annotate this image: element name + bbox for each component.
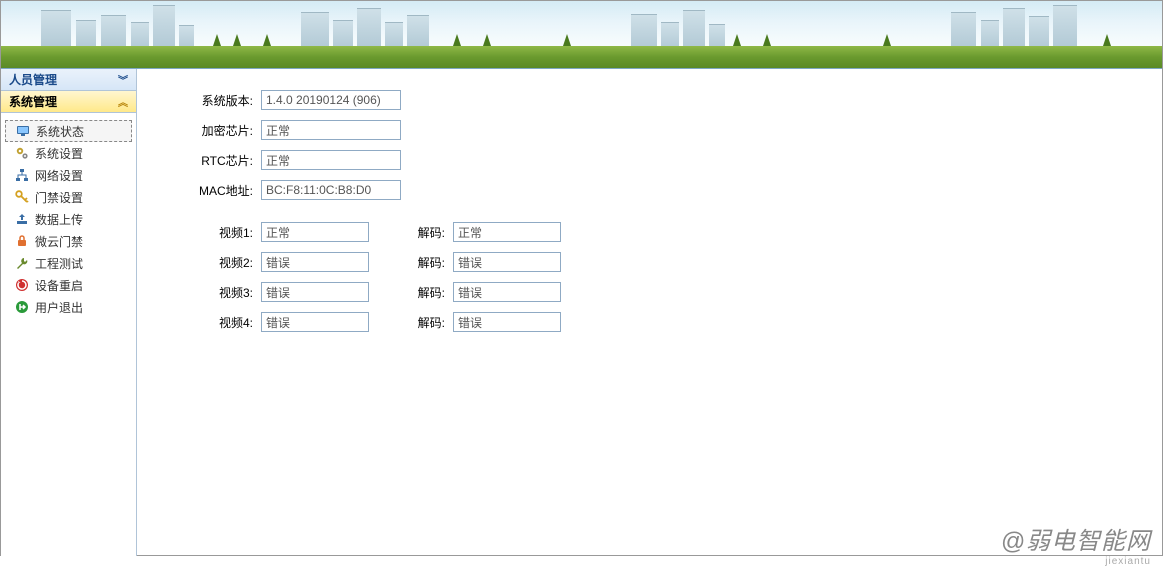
mac-address-label: MAC地址: <box>181 182 261 199</box>
sidebar-item-engineering-test[interactable]: 工程测试 <box>5 252 132 274</box>
sidebar-item-label: 系统设置 <box>35 145 83 162</box>
sidebar-item-data-upload[interactable]: 数据上传 <box>5 208 132 230</box>
video-label: 视频1: <box>195 224 261 241</box>
chevron-down-icon: ︾ <box>118 72 128 87</box>
sidebar-item-label: 门禁设置 <box>35 189 83 206</box>
sidebar-item-network-settings[interactable]: 网络设置 <box>5 164 132 186</box>
sidebar-item-label: 工程测试 <box>35 255 83 272</box>
decode-label: 解码: <box>409 254 453 271</box>
video-status-field <box>261 252 369 272</box>
decode-label: 解码: <box>409 224 453 241</box>
sidebar-item-label: 微云门禁 <box>35 233 83 250</box>
sidebar-item-user-logout[interactable]: 用户退出 <box>5 296 132 318</box>
decode-label: 解码: <box>409 314 453 331</box>
video-row: 视频2: 解码: <box>195 251 1162 273</box>
key-icon <box>15 190 29 204</box>
network-icon <box>15 168 29 182</box>
decode-status-field <box>453 222 561 242</box>
exit-icon <box>15 300 29 314</box>
sidebar-item-access-settings[interactable]: 门禁设置 <box>5 186 132 208</box>
video-row: 视频3: 解码: <box>195 281 1162 303</box>
sidebar-section-label: 系统管理 <box>9 93 57 110</box>
sidebar-item-system-settings[interactable]: 系统设置 <box>5 142 132 164</box>
sidebar-item-label: 设备重启 <box>35 277 83 294</box>
wrench-icon <box>15 256 29 270</box>
upload-icon <box>15 212 29 226</box>
watermark-sub: jiexiantu <box>1001 556 1151 567</box>
crypto-chip-field <box>261 120 401 140</box>
app-frame: 人员管理 ︾ 系统管理 ︽ 系统状态 系统设置 网络设置 <box>0 0 1163 556</box>
video-status-field <box>261 282 369 302</box>
rtc-chip-field <box>261 150 401 170</box>
sidebar-item-device-restart[interactable]: 设备重启 <box>5 274 132 296</box>
sidebar: 人员管理 ︾ 系统管理 ︽ 系统状态 系统设置 网络设置 <box>1 69 137 556</box>
restart-icon <box>15 278 29 292</box>
sidebar-section-system[interactable]: 系统管理 ︽ <box>1 91 136 113</box>
sidebar-section-personnel[interactable]: 人员管理 ︾ <box>1 69 136 91</box>
mac-address-field <box>261 180 401 200</box>
sidebar-item-label: 系统状态 <box>36 123 84 140</box>
rtc-chip-label: RTC芯片: <box>181 152 261 169</box>
sidebar-item-label: 网络设置 <box>35 167 83 184</box>
sidebar-item-cloud-access[interactable]: 微云门禁 <box>5 230 132 252</box>
sidebar-item-label: 数据上传 <box>35 211 83 228</box>
crypto-chip-label: 加密芯片: <box>181 122 261 139</box>
sidebar-section-label: 人员管理 <box>9 71 57 88</box>
decode-status-field <box>453 252 561 272</box>
sidebar-item-system-status[interactable]: 系统状态 <box>5 120 132 142</box>
version-field <box>261 90 401 110</box>
chevron-up-icon: ︽ <box>118 94 128 109</box>
video-label: 视频4: <box>195 314 261 331</box>
lock-icon <box>15 234 29 248</box>
monitor-icon <box>16 124 30 138</box>
video-status-field <box>261 222 369 242</box>
video-label: 视频3: <box>195 284 261 301</box>
video-label: 视频2: <box>195 254 261 271</box>
video-row: 视频1: 解码: <box>195 221 1162 243</box>
decode-status-field <box>453 282 561 302</box>
version-label: 系统版本: <box>181 92 261 109</box>
video-status-block: 视频1: 解码: 视频2: 解码: 视频3: 解码: <box>181 221 1162 333</box>
video-status-field <box>261 312 369 332</box>
sidebar-item-label: 用户退出 <box>35 299 83 316</box>
decode-label: 解码: <box>409 284 453 301</box>
gears-icon <box>15 146 29 160</box>
main-content: 系统版本: 加密芯片: RTC芯片: MAC地址: 视频1: 解码: <box>137 69 1162 556</box>
video-row: 视频4: 解码: <box>195 311 1162 333</box>
sidebar-menu: 系统状态 系统设置 网络设置 门禁设置 数据上传 <box>1 113 136 325</box>
header-banner <box>1 1 1162 69</box>
decode-status-field <box>453 312 561 332</box>
